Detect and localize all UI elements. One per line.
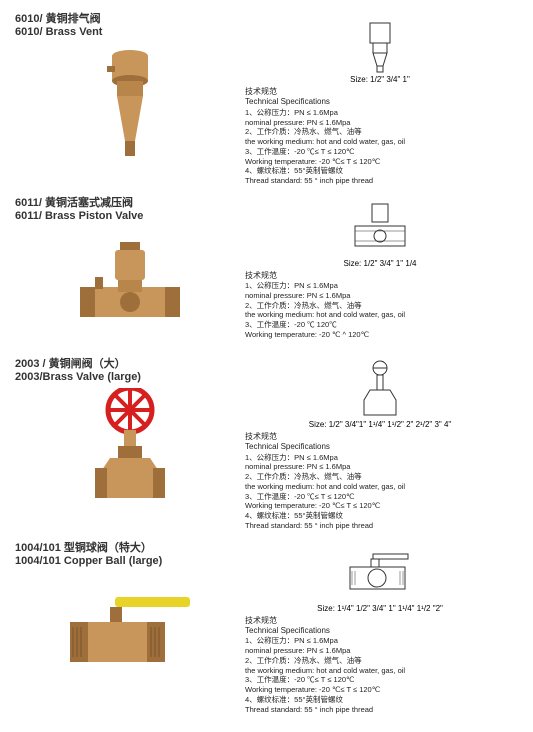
product-row: 2003 / 黄铜闸阀（大） 2003/Brass Valve (large) bbox=[15, 355, 518, 531]
title-cn: 2003 / 黄铜闸阀（大） bbox=[15, 355, 245, 371]
product-row: 6010/ 黄铜排气阀 6010/ Brass Vent Size: 1/2" bbox=[15, 10, 518, 186]
spec-line: 3、工作温度：-20 ℃≤ T ≤ 120℃ bbox=[245, 492, 405, 502]
title-en: 6011/ Brass Piston Valve bbox=[15, 210, 245, 222]
spec-line: Working temperature: -20 ℃ ^ 120℃ bbox=[245, 330, 405, 340]
spec-line: 2、工作介质：冷热水、燃气、油等 bbox=[245, 472, 405, 482]
product-image-gate-valve bbox=[15, 388, 245, 508]
size-text: Size: 1/2" 3/4" 1" bbox=[245, 75, 515, 84]
spec-line: 2、工作介质：冷热水、燃气、油等 bbox=[245, 301, 405, 311]
spec-line: 4、螺纹标准：55°英制管螺纹 bbox=[245, 695, 405, 705]
title-en: 6010/ Brass Vent bbox=[15, 26, 245, 38]
spec-line: 2、工作介质：冷热水、燃气、油等 bbox=[245, 127, 405, 137]
spec-line: 4、螺纹标准：55°英制管螺纹 bbox=[245, 511, 405, 521]
spec-header-en: Technical Specifications bbox=[245, 442, 405, 452]
spec-header-cn: 技术规范 bbox=[245, 87, 405, 97]
product-image-piston-valve bbox=[15, 227, 245, 347]
left-column: 6010/ 黄铜排气阀 6010/ Brass Vent bbox=[15, 10, 245, 186]
product-row: 1004/101 型铜球阀（特大） 1004/101 Copper Ball (… bbox=[15, 539, 518, 715]
spec-line: the working medium: hot and cold water, … bbox=[245, 137, 405, 147]
title-en: 1004/101 Copper Ball (large) bbox=[15, 555, 245, 567]
right-column: Size: 1¹/4" 1/2" 3/4" 1" 1¹/4" 1¹/2 "2" … bbox=[245, 539, 515, 715]
spec-line: 1、公称压力：PN ≤ 1.6Mpa bbox=[245, 453, 405, 463]
specs-block: 技术规范 Technical Specifications 1、公称压力：PN … bbox=[245, 616, 405, 715]
spec-header-cn: 技术规范 bbox=[245, 616, 405, 626]
spec-line: nominal pressure: PN ≤ 1.6Mpa bbox=[245, 291, 405, 301]
spec-line: Working temperature: -20 ℃≤ T ≤ 120℃ bbox=[245, 685, 405, 695]
spec-line: nominal pressure: PN ≤ 1.6Mpa bbox=[245, 646, 405, 656]
spec-line: Working temperature: -20 ℃≤ T ≤ 120℃ bbox=[245, 501, 405, 511]
spec-line: nominal pressure: PN ≤ 1.6Mpa bbox=[245, 118, 405, 128]
left-column: 1004/101 型铜球阀（特大） 1004/101 Copper Ball (… bbox=[15, 539, 245, 715]
spec-line: Thread standard: 55 ° inch pipe thread bbox=[245, 521, 405, 531]
size-text: Size: 1¹/4" 1/2" 3/4" 1" 1¹/4" 1¹/2 "2" bbox=[245, 604, 515, 613]
spec-line: 2、工作介质：冷热水、燃气、油等 bbox=[245, 656, 405, 666]
size-text: Size: 1/2" 3/4"1" 1¹/4" 1¹/2" 2" 2¹/2" 3… bbox=[245, 420, 515, 429]
schematic-vent bbox=[245, 15, 515, 75]
spec-line: 3、工作温度：-20 ℃≤ T ≤ 120℃ bbox=[245, 147, 405, 157]
specs-block: 技术规范 1、公称压力：PN ≤ 1.6Mpa nominal pressure… bbox=[245, 271, 405, 340]
product-image-brass-vent bbox=[15, 43, 245, 163]
right-column: Size: 1/2" 3/4" 1" 技术规范 Technical Specif… bbox=[245, 10, 515, 186]
right-column: Size: 1/2" 3/4"1" 1¹/4" 1¹/2" 2" 2¹/2" 3… bbox=[245, 355, 515, 531]
spec-header-en: Technical Specifications bbox=[245, 626, 405, 636]
schematic-ball bbox=[245, 544, 515, 604]
spec-line: the working medium: hot and cold water, … bbox=[245, 666, 405, 676]
spec-line: 1、公称压力：PN ≤ 1.6Mpa bbox=[245, 636, 405, 646]
schematic-piston bbox=[245, 199, 515, 259]
spec-line: the working medium: hot and cold water, … bbox=[245, 482, 405, 492]
schematic-gate bbox=[245, 360, 515, 420]
spec-header-cn: 技术规范 bbox=[245, 271, 405, 281]
size-text: Size: 1/2" 3/4" 1" 1/4 bbox=[245, 259, 515, 268]
spec-line: 3、工作温度：-20 ℃≤ T ≤ 120℃ bbox=[245, 675, 405, 685]
spec-line: 1、公称压力：PN ≤ 1.6Mpa bbox=[245, 281, 405, 291]
title-cn: 1004/101 型铜球阀（特大） bbox=[15, 539, 245, 555]
product-image-ball-valve bbox=[15, 572, 245, 692]
spec-header-en: Technical Specifications bbox=[245, 97, 405, 107]
left-column: 2003 / 黄铜闸阀（大） 2003/Brass Valve (large) bbox=[15, 355, 245, 531]
spec-line: 4、螺纹标准：55°英制管螺纹 bbox=[245, 166, 405, 176]
spec-header-cn: 技术规范 bbox=[245, 432, 405, 442]
title-cn: 6010/ 黄铜排气阀 bbox=[15, 10, 245, 26]
specs-block: 技术规范 Technical Specifications 1、公称压力：PN … bbox=[245, 87, 405, 186]
specs-block: 技术规范 Technical Specifications 1、公称压力：PN … bbox=[245, 432, 405, 531]
right-column: Size: 1/2" 3/4" 1" 1/4 技术规范 1、公称压力：PN ≤ … bbox=[245, 194, 515, 347]
product-row: 6011/ 黄铜活塞式减压阀 6011/ Brass Piston Valve bbox=[15, 194, 518, 347]
spec-line: Thread standard: 55 ° inch pipe thread bbox=[245, 705, 405, 715]
spec-line: Working temperature: -20 ℃≤ T ≤ 120℃ bbox=[245, 157, 405, 167]
spec-line: the working medium: hot and cold water, … bbox=[245, 310, 405, 320]
spec-line: Thread standard: 55 ° inch pipe thread bbox=[245, 176, 405, 186]
spec-line: 3、工作温度：-20 ℃ 120℃ bbox=[245, 320, 405, 330]
title-en: 2003/Brass Valve (large) bbox=[15, 371, 245, 383]
spec-line: nominal pressure: PN ≤ 1.6Mpa bbox=[245, 462, 405, 472]
title-cn: 6011/ 黄铜活塞式减压阀 bbox=[15, 194, 245, 210]
left-column: 6011/ 黄铜活塞式减压阀 6011/ Brass Piston Valve bbox=[15, 194, 245, 347]
spec-line: 1、公称压力：PN ≤ 1.6Mpa bbox=[245, 108, 405, 118]
